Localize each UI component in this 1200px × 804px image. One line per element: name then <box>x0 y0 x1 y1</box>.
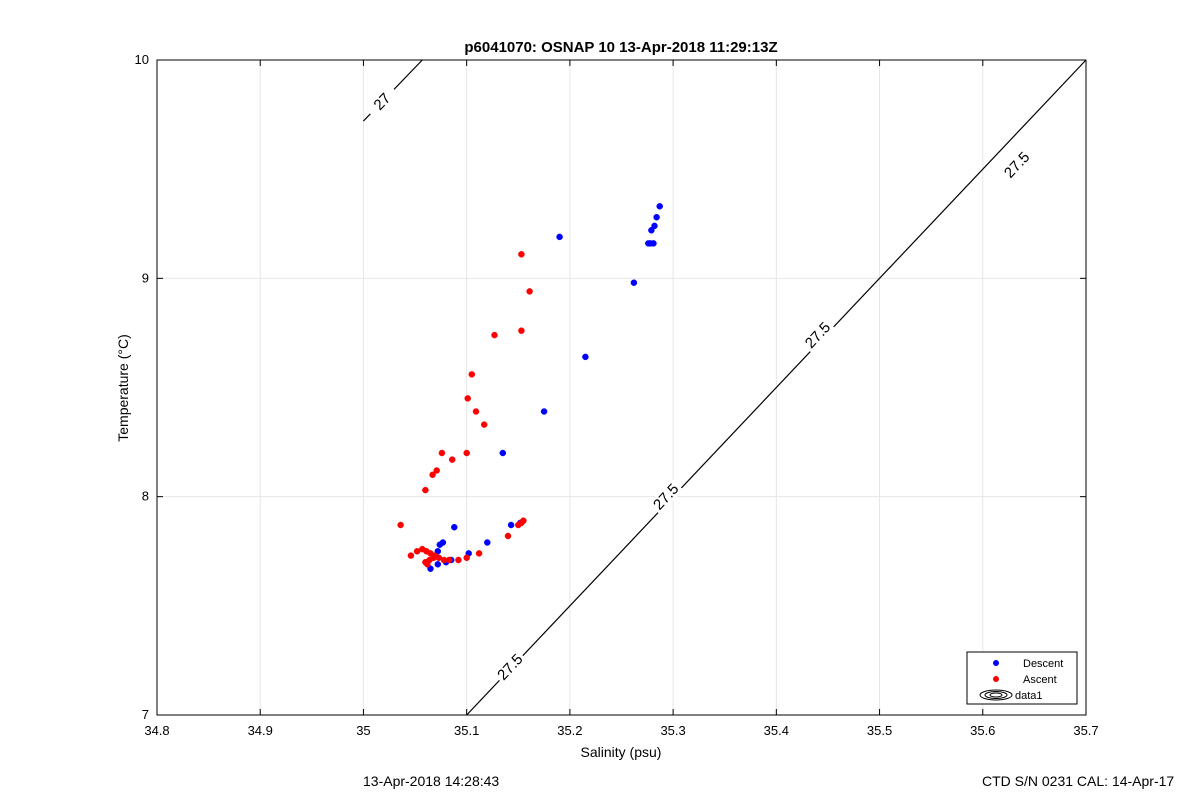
x-tick-label: 35.5 <box>867 723 892 738</box>
plot-area <box>157 60 1086 715</box>
x-tick-label: 35.3 <box>660 723 685 738</box>
ascent-point <box>438 449 446 457</box>
descent-point <box>427 565 434 572</box>
ascent-point <box>518 251 525 258</box>
descent-point <box>647 240 654 247</box>
descent-point <box>451 523 458 531</box>
legend-label: Ascent <box>1023 674 1057 686</box>
legend-contour-icon <box>989 692 1003 698</box>
ascent-point <box>429 471 436 479</box>
descent-point <box>507 521 515 529</box>
x-tick-label: 35.6 <box>970 723 995 738</box>
contour-label-bg <box>800 317 836 353</box>
footer-ctd-cal: CTD S/N 0231 CAL: 14-Apr-17 <box>982 773 1175 789</box>
ascent-point <box>518 327 525 334</box>
ascent-point <box>413 548 421 555</box>
x-tick-label: 35 <box>356 723 370 738</box>
x-tick-label: 34.8 <box>144 723 169 738</box>
y-tick-label: 8 <box>142 489 149 504</box>
ascent-point <box>491 331 498 339</box>
footer-timestamp: 13-Apr-2018 14:28:43 <box>363 773 500 789</box>
ascent-point <box>407 552 415 559</box>
contour-label-bg <box>999 146 1035 183</box>
ascent-point <box>455 556 462 564</box>
ascent-point <box>526 288 533 295</box>
ascent-point <box>463 554 470 562</box>
y-tick-label: 10 <box>135 52 149 67</box>
ascent-point <box>472 408 480 415</box>
descent-point <box>540 408 548 415</box>
legend: Descent Ascent data1 <box>966 651 1078 705</box>
y-tick-label: 9 <box>142 270 149 285</box>
ascent-point <box>424 561 431 568</box>
ascent-point <box>504 532 512 540</box>
x-tick-label: 35.7 <box>1073 723 1098 738</box>
ascent-point <box>520 517 527 524</box>
ascent-point <box>480 421 488 428</box>
ascent-point <box>475 550 483 557</box>
descent-point <box>556 233 563 241</box>
data-points <box>397 203 663 572</box>
x-tick-label: 35.2 <box>557 723 582 738</box>
legend-contour-icon <box>984 691 1008 699</box>
y-axis-label: Temperature (°C) <box>115 334 131 442</box>
descent-point <box>651 222 658 230</box>
x-tick-label: 34.9 <box>248 723 273 738</box>
legend-label: data1 <box>1015 690 1043 702</box>
contour-label-bg <box>492 649 528 685</box>
descent-point <box>630 279 638 286</box>
x-tick-label: 35.1 <box>454 723 479 738</box>
ascent-point <box>430 554 437 562</box>
ascent-point <box>397 521 404 529</box>
legend-contour-icon <box>979 689 1013 701</box>
chart-title: p6041070: OSNAP 10 13-Apr-2018 11:29:13Z <box>464 39 777 56</box>
descent-point <box>484 539 491 546</box>
contour-label-bg <box>364 83 400 120</box>
ascent-point <box>448 456 456 463</box>
x-tick-label: 35.4 <box>764 723 789 738</box>
ascent-point <box>433 467 440 474</box>
legend-label: Descent <box>1023 658 1063 670</box>
descent-point <box>653 213 660 221</box>
axis-ticks: 34.8 34.9 35 35.1 35.2 35.3 35.4 35.5 35.6 35.7 7 8… <box>135 52 1099 738</box>
isopycnal-27-5-line <box>466 59 1087 716</box>
ascent-point <box>515 521 522 529</box>
descent-point <box>648 227 655 234</box>
ascent-point <box>463 449 470 457</box>
legend-marker-descent <box>993 660 999 666</box>
x-axis-label: Salinity (psu) <box>581 744 662 760</box>
y-tick-label: 7 <box>142 707 149 722</box>
legend-marker-ascent <box>993 676 999 682</box>
descent-point <box>434 561 442 568</box>
plot-frame <box>156 59 1087 716</box>
descent-point <box>582 353 589 361</box>
ascent-point <box>422 486 429 494</box>
descent-point <box>656 203 663 210</box>
descent-point <box>436 541 444 548</box>
ascent-point <box>464 395 471 402</box>
contour-label-bg <box>648 478 684 515</box>
ascent-point <box>468 371 476 378</box>
descent-point <box>499 449 507 457</box>
